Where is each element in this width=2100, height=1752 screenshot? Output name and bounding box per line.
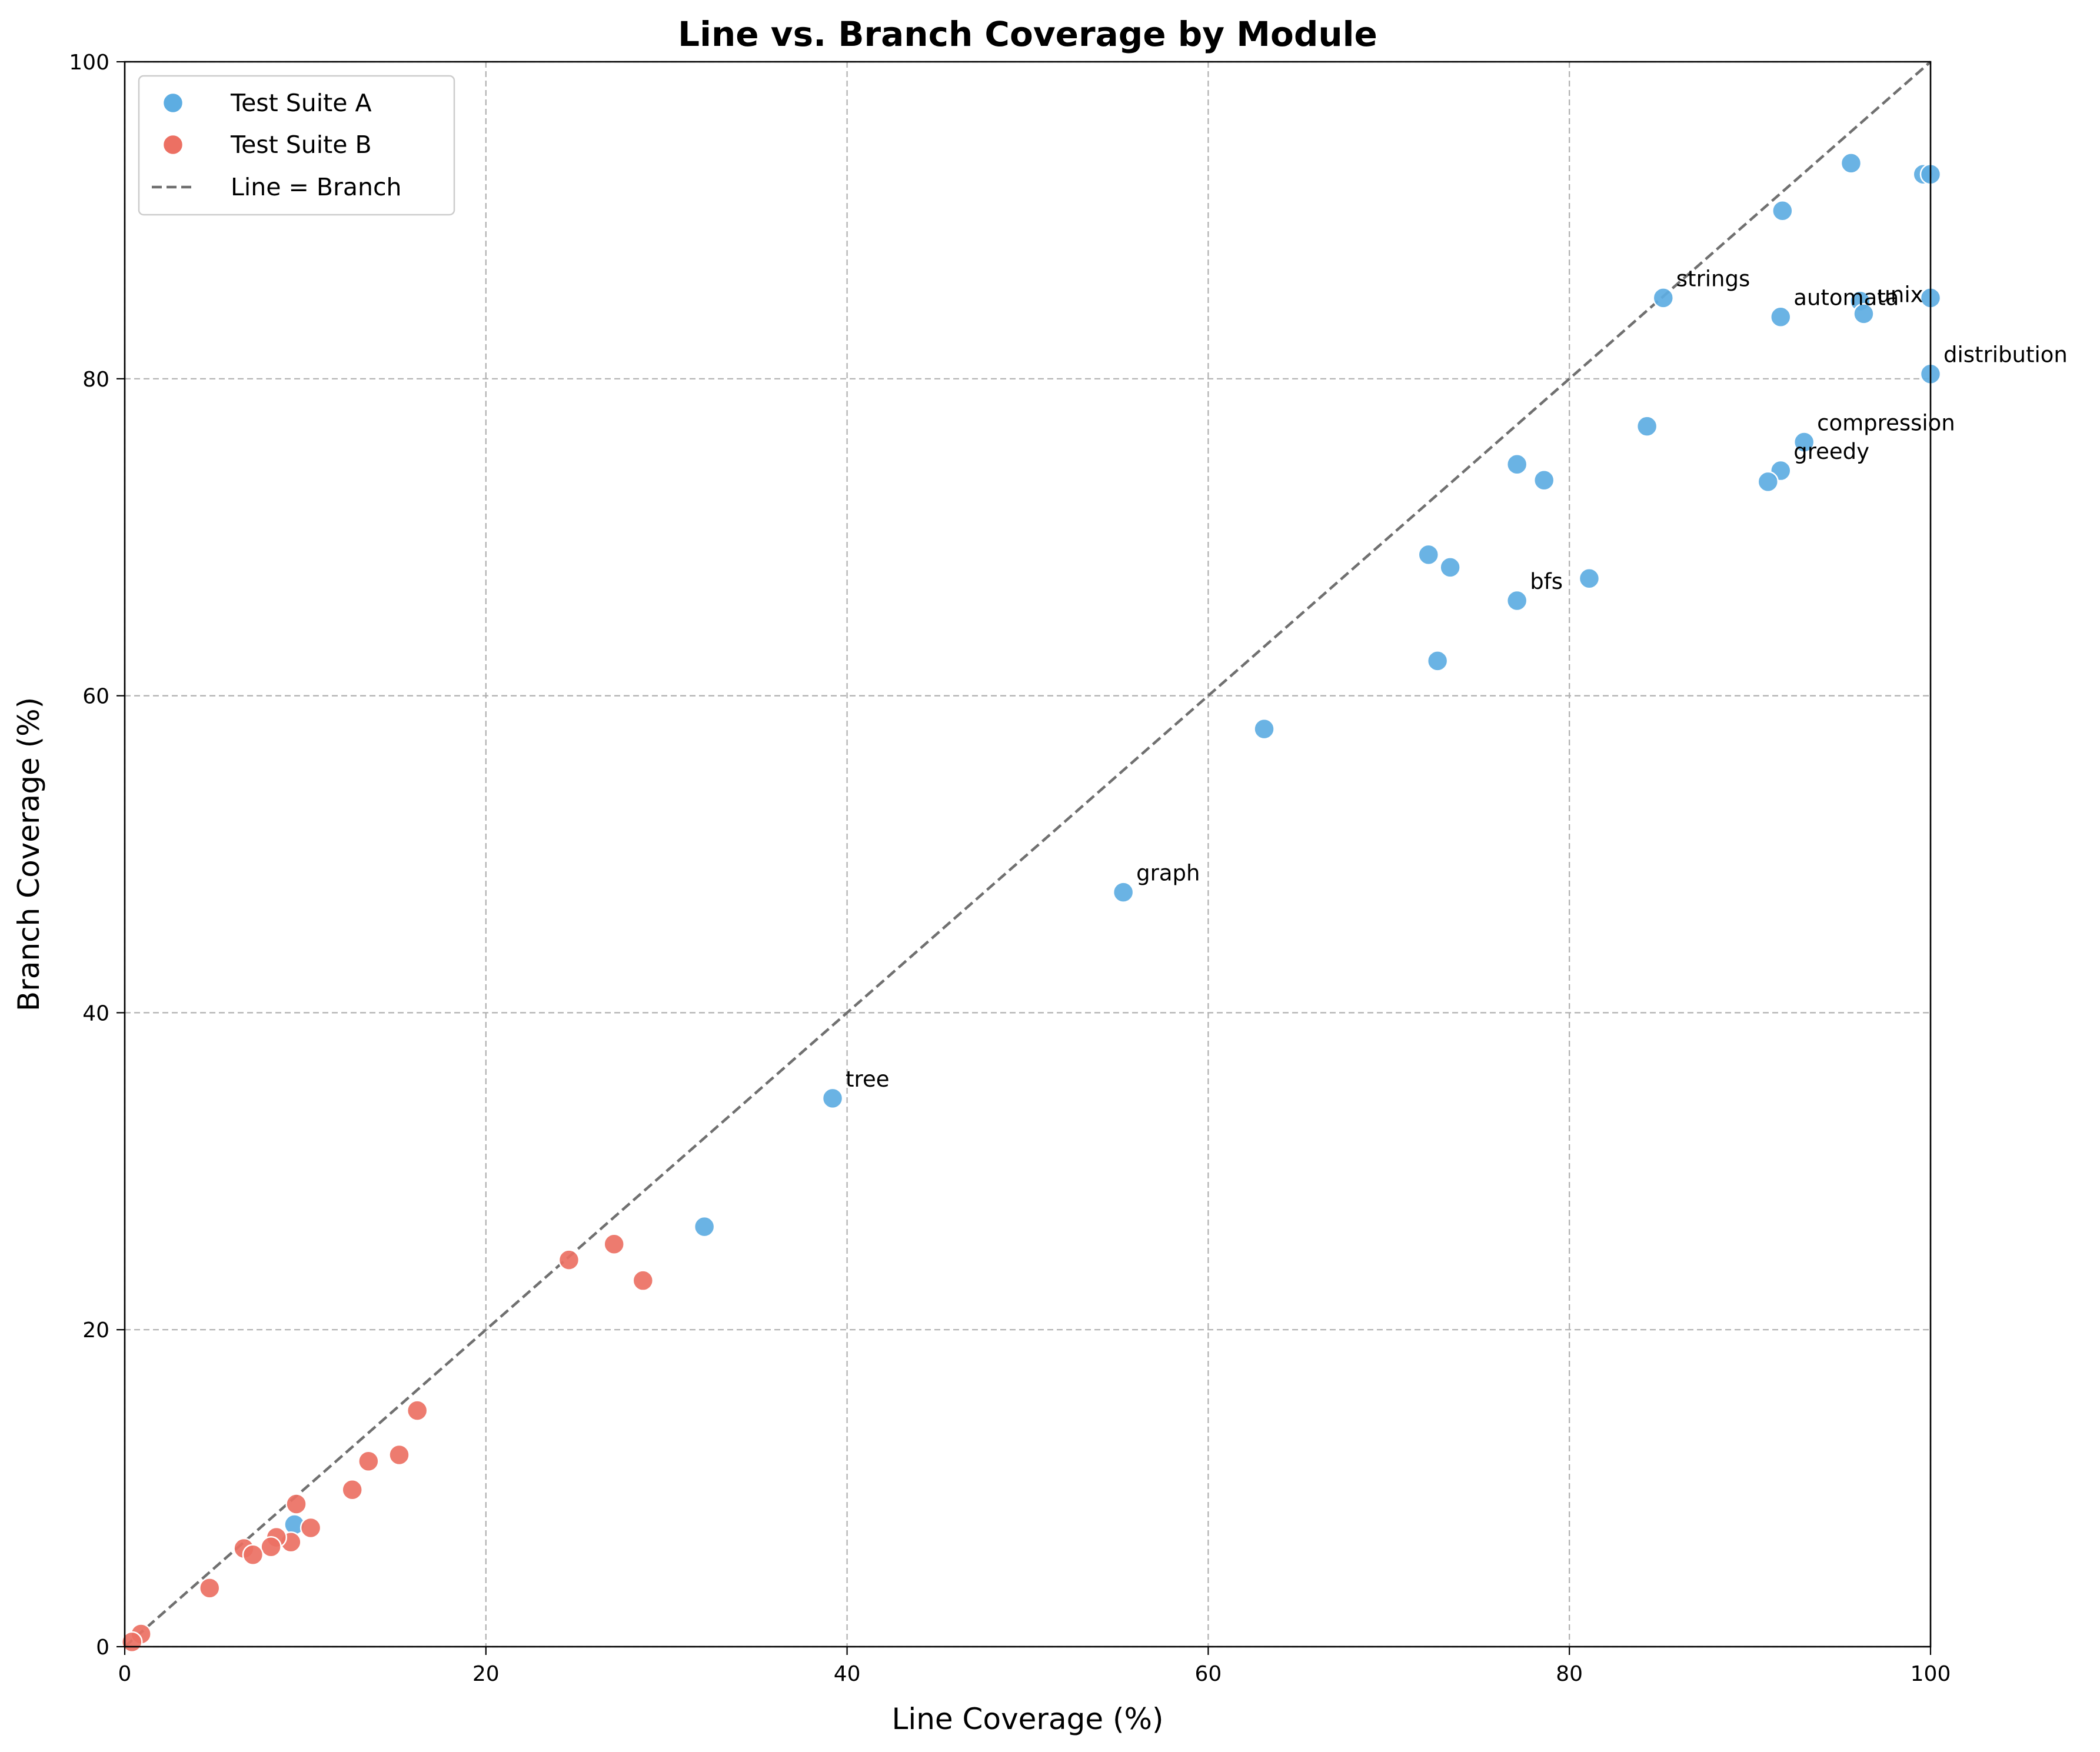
point-annotation-compression: compression xyxy=(1817,411,1955,436)
point-test-suite-b xyxy=(299,1517,322,1539)
point-test-suite-b xyxy=(558,1249,580,1271)
point-test-suite-a xyxy=(1426,650,1449,672)
reference-line xyxy=(124,61,1932,1648)
legend: Test Suite A Test Suite B Line = Branch xyxy=(138,75,455,216)
point-test-suite-a xyxy=(1652,287,1675,309)
axes-frame xyxy=(124,61,1932,1648)
point-test-suite-a xyxy=(1506,589,1528,612)
point-annotation-graph: graph xyxy=(1136,861,1200,886)
point-test-suite-b xyxy=(406,1400,428,1421)
point-test-suite-a xyxy=(1772,199,1793,222)
point-test-suite-b xyxy=(358,1450,380,1473)
chart-title: Line vs. Branch Coverage by Module xyxy=(678,14,1377,54)
point-test-suite-b xyxy=(632,1270,654,1291)
point-test-suite-b xyxy=(260,1536,282,1558)
point-test-suite-b xyxy=(603,1233,625,1255)
point-test-suite-a xyxy=(1417,544,1440,566)
point-test-suite-b xyxy=(341,1479,363,1501)
point-annotation-bfs: bfs xyxy=(1530,569,1563,594)
point-test-suite-a xyxy=(821,1087,844,1110)
x-tick-label: 40 xyxy=(834,1662,861,1686)
point-annotation-distribution: distribution xyxy=(1943,342,2068,368)
legend-label-reference-line: Line = Branch xyxy=(231,173,401,201)
y-tick-label: 60 xyxy=(82,685,109,709)
legend-label-suite-b: Test Suite B xyxy=(230,131,372,159)
point-test-suite-a xyxy=(1770,306,1792,328)
x-axis-label: Line Coverage (%) xyxy=(891,1702,1163,1736)
point-annotation-greedy: greedy xyxy=(1793,439,1869,464)
y-tick-label: 80 xyxy=(82,368,109,392)
points-layer xyxy=(121,152,1942,1653)
point-test-suite-b xyxy=(388,1444,410,1466)
point-test-suite-b xyxy=(285,1493,307,1515)
point-test-suite-a xyxy=(1578,567,1600,589)
legend-box xyxy=(138,75,455,216)
point-test-suite-a xyxy=(1506,454,1528,475)
point-test-suite-a xyxy=(1253,718,1275,740)
point-annotation-tree: tree xyxy=(846,1067,889,1092)
point-test-suite-a xyxy=(1853,303,1875,325)
point-test-suite-a xyxy=(1757,471,1779,493)
x-tick-label: 20 xyxy=(472,1662,500,1686)
reference-line-layer xyxy=(124,61,1932,1648)
point-test-suite-b xyxy=(242,1544,264,1566)
point-annotation-automata: automata xyxy=(1793,285,1899,311)
x-tick-label: 80 xyxy=(1556,1662,1583,1686)
y-tick-label: 40 xyxy=(82,1001,109,1025)
point-test-suite-a xyxy=(1636,415,1658,437)
point-test-suite-a xyxy=(1439,557,1461,578)
point-test-suite-a xyxy=(1840,152,1862,174)
x-tick-label: 60 xyxy=(1194,1662,1222,1686)
y-tick-label: 0 xyxy=(96,1636,109,1660)
point-annotation-unix: unix xyxy=(1876,282,1923,307)
y-axis-label: Branch Coverage (%) xyxy=(12,697,46,1011)
point-test-suite-a xyxy=(1533,469,1555,491)
point-test-suite-a xyxy=(1112,881,1134,903)
point-test-suite-a xyxy=(1793,431,1815,453)
x-tick-label: 100 xyxy=(1911,1662,1951,1686)
y-tick-label: 20 xyxy=(82,1318,109,1343)
y-tick-label: 100 xyxy=(69,51,109,75)
x-tick-label: 0 xyxy=(118,1662,132,1686)
legend-marker-suite-a xyxy=(162,92,184,114)
legend-marker-suite-b xyxy=(162,134,184,156)
legend-label-suite-a: Test Suite A xyxy=(230,89,372,117)
point-test-suite-a xyxy=(693,1215,715,1238)
point-test-suite-b xyxy=(198,1577,221,1599)
point-annotation-strings: strings xyxy=(1676,266,1750,291)
ticks-layer: 0 20 40 60 80 100 0 20 40 60 80 100 xyxy=(69,51,1951,1686)
